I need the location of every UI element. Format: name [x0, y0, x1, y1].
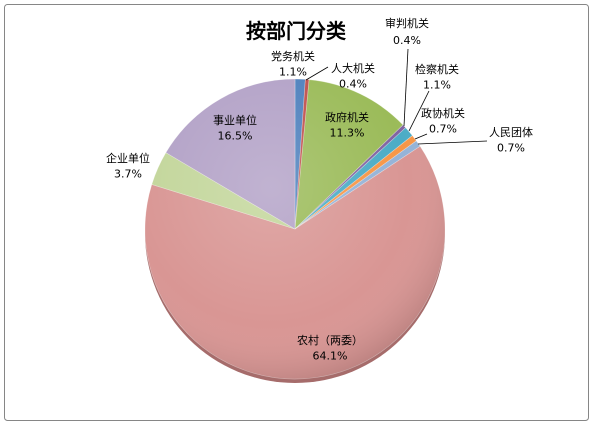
- leader-line-5: [408, 90, 430, 132]
- category-label-5: 检察机关: [415, 62, 459, 76]
- value-label-3: 11.3%: [330, 127, 365, 140]
- category-label-9: 企业单位: [106, 151, 150, 165]
- value-label-8: 64.1%: [313, 350, 348, 363]
- category-label-3: 政府机关: [325, 110, 369, 124]
- value-label-10: 16.5%: [218, 130, 253, 143]
- value-label-7: 0.7%: [497, 142, 525, 155]
- chart-title: 按部门分类: [246, 19, 346, 43]
- value-label-4: 0.4%: [393, 34, 421, 47]
- category-label-4: 审判机关: [385, 16, 429, 30]
- leader-line-4: [403, 48, 409, 127]
- value-label-6: 0.7%: [429, 123, 457, 136]
- value-label-1: 1.1%: [279, 66, 307, 79]
- pie-slices: [144, 78, 446, 380]
- data-labels: 党务机关 1.1% 人大机关 0.4% 政府机关 11.3% 审判机关 0.4% 检察机关 1.1…: [106, 16, 533, 363]
- category-label-7: 人民团体: [489, 125, 533, 139]
- leader-line-7: [417, 140, 488, 145]
- value-label-2: 0.4%: [339, 78, 367, 91]
- category-label-6: 政协机关: [421, 106, 465, 120]
- category-label-2: 人大机关: [331, 61, 375, 75]
- value-label-5: 1.1%: [423, 79, 451, 92]
- category-label-1: 党务机关: [271, 49, 315, 63]
- value-label-9: 3.7%: [114, 168, 142, 181]
- leader-line-2: [305, 66, 329, 81]
- leader-line-6: [414, 133, 428, 140]
- leader-lines: [305, 48, 488, 145]
- category-label-8: 农村（两委）: [297, 333, 363, 347]
- category-label-10: 事业单位: [213, 113, 257, 127]
